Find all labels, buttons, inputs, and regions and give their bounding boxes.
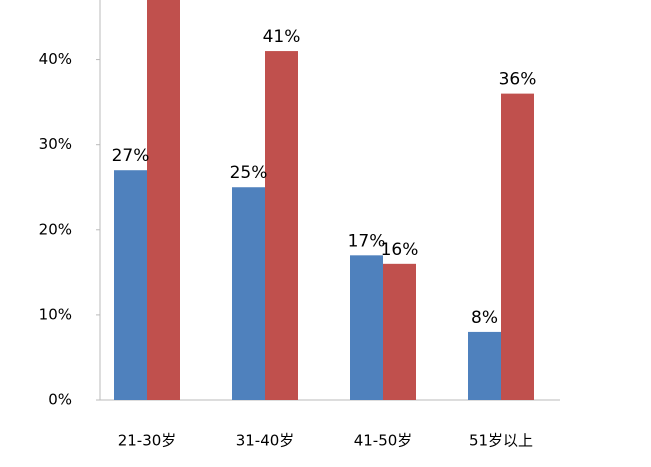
plot-area bbox=[114, 0, 534, 401]
x-tick-label: 21-30岁 bbox=[118, 432, 177, 450]
bar bbox=[232, 187, 265, 400]
x-tick-label: 41-50岁 bbox=[354, 432, 413, 450]
bar bbox=[383, 263, 416, 400]
y-tick-label: 20% bbox=[39, 220, 72, 238]
value-label: 27% bbox=[112, 146, 150, 166]
y-tick-label: 30% bbox=[39, 135, 72, 153]
value-label: 8% bbox=[471, 308, 498, 328]
bar bbox=[265, 51, 298, 400]
bar bbox=[468, 331, 501, 400]
value-label: 25% bbox=[230, 163, 268, 183]
value-label: 16% bbox=[381, 240, 419, 260]
value-label: 41% bbox=[263, 27, 301, 47]
bar bbox=[501, 93, 534, 401]
x-tick-label: 51岁以上 bbox=[469, 432, 533, 450]
bar bbox=[114, 170, 147, 400]
y-tick-label: 40% bbox=[39, 50, 72, 68]
value-label: 36% bbox=[499, 70, 537, 90]
y-tick-label: 0% bbox=[48, 391, 72, 409]
value-label: 17% bbox=[348, 231, 386, 251]
bar bbox=[350, 255, 383, 400]
y-tick-label: 10% bbox=[39, 305, 72, 323]
x-tick-label: 31-40岁 bbox=[236, 432, 295, 450]
bar bbox=[147, 0, 180, 401]
